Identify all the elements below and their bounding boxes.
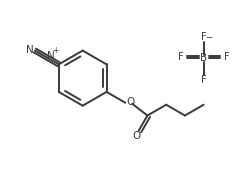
Text: O: O: [126, 97, 134, 107]
Text: F: F: [223, 52, 229, 62]
Text: +: +: [53, 46, 59, 55]
Text: F: F: [201, 32, 207, 42]
Text: F: F: [201, 75, 207, 85]
Text: −: −: [205, 32, 212, 41]
Text: O: O: [132, 131, 141, 141]
Text: B: B: [200, 53, 207, 63]
Text: N: N: [26, 45, 34, 55]
Text: N: N: [47, 52, 55, 61]
Text: F: F: [178, 52, 184, 62]
